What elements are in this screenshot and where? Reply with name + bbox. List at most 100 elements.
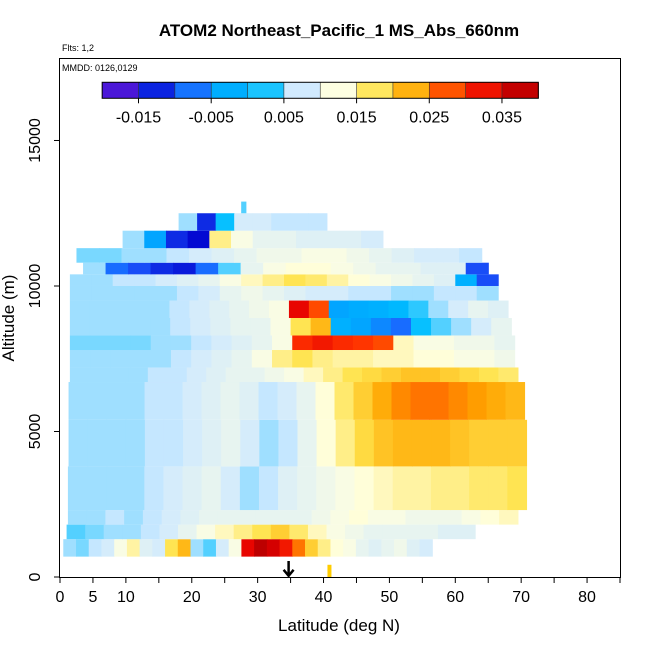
heatmap-cell	[91, 274, 114, 286]
heatmap-cell	[251, 335, 273, 351]
heatmap-cell	[461, 510, 481, 525]
heatmap-cell	[67, 510, 88, 525]
heatmap-cell	[307, 524, 328, 540]
heatmap-cell	[499, 510, 519, 525]
heatmap-cell	[373, 419, 394, 467]
heatmap-cell	[225, 367, 246, 383]
heatmap-cell	[335, 466, 356, 511]
heatmap-cell	[507, 419, 528, 467]
heatmap-cell	[228, 539, 242, 557]
heatmap-cell	[263, 262, 287, 275]
heatmap-cell	[163, 419, 184, 467]
heatmap-cell	[196, 524, 216, 540]
heatmap-cell	[219, 274, 242, 286]
heatmap-cell	[453, 335, 475, 351]
heatmap-cell	[128, 367, 149, 383]
heatmap-cell	[83, 262, 107, 275]
x-tick-label: 50	[381, 589, 399, 606]
heatmap-cell	[507, 466, 528, 511]
heatmap-cell	[459, 367, 480, 383]
heatmap-cell	[88, 539, 103, 557]
heatmap-cell	[190, 318, 211, 336]
heatmap-cell	[254, 539, 268, 557]
heatmap-cell	[312, 350, 334, 368]
colorbar-segment	[247, 82, 285, 99]
heatmap-cell	[121, 248, 145, 263]
heatmap-cell	[211, 335, 233, 351]
heatmap-cell	[448, 382, 469, 420]
heatmap-cell	[163, 466, 184, 511]
heatmap-cell	[144, 230, 167, 249]
heatmap-cell	[202, 419, 222, 467]
heatmap-cell	[233, 524, 253, 540]
heatmap-cell	[431, 318, 452, 336]
heatmap-cell	[398, 262, 422, 275]
y-axis-label: Altitude (m)	[0, 275, 18, 362]
heatmap-cell	[126, 539, 141, 557]
heatmap-cell	[308, 213, 328, 231]
flights-annotation: Flts: 1,2	[62, 43, 94, 53]
heatmap-cell	[150, 262, 174, 275]
heatmap-cell	[410, 318, 432, 336]
heatmap-cell	[187, 230, 210, 249]
heatmap-cell	[350, 318, 372, 336]
heatmap-cell	[289, 213, 309, 231]
heatmap-cell	[130, 318, 151, 336]
heatmap-cell	[469, 419, 489, 467]
heatmap-cell	[369, 248, 393, 263]
heatmap-cell	[455, 285, 478, 301]
heatmap-cell	[317, 539, 332, 557]
heatmap-cell	[186, 367, 207, 383]
heatmap-cell	[285, 262, 309, 275]
heatmap-cell	[130, 350, 152, 368]
x-tick-label: 30	[249, 589, 267, 606]
heatmap-cell	[220, 466, 241, 511]
heatmap-cell	[87, 466, 107, 511]
heatmap-cell	[388, 300, 410, 318]
heatmap-cell	[140, 524, 161, 540]
heatmap-cell	[252, 230, 275, 249]
heatmap-cell	[453, 350, 475, 368]
heatmap-cell	[323, 367, 344, 383]
heatmap-cell	[305, 274, 328, 286]
x-tick-label: 5	[88, 589, 97, 606]
heatmap-cell	[105, 510, 125, 525]
heatmap-cell	[255, 510, 275, 525]
heatmap-cell	[109, 300, 131, 318]
heatmap-cell	[106, 419, 127, 467]
heatmap-cell	[392, 466, 413, 511]
heatmap-cell	[155, 274, 178, 286]
heatmap-cell	[211, 248, 235, 263]
heatmap-cell	[98, 248, 123, 263]
heatmap-cell	[170, 318, 191, 336]
heatmap-cell	[264, 367, 285, 383]
heatmap-cell	[67, 466, 88, 511]
heatmap-cell	[269, 300, 290, 318]
heatmap-cell	[488, 419, 508, 467]
heatmap-cell	[218, 262, 242, 275]
heatmap-cell	[191, 335, 212, 351]
heatmap-cell	[393, 350, 415, 368]
heatmap-cell	[195, 262, 219, 275]
heatmap-cell	[343, 539, 357, 557]
heatmap-cell	[296, 382, 317, 420]
heatmap-cell	[424, 510, 444, 525]
heatmap-cell	[177, 524, 198, 540]
heatmap	[63, 201, 528, 557]
heatmap-cell	[101, 539, 115, 557]
heatmap-cell	[215, 213, 235, 231]
heatmap-cell	[91, 285, 114, 301]
colorbar-segment	[283, 82, 321, 99]
heatmap-cell	[390, 318, 412, 336]
heatmap-cell	[301, 248, 325, 263]
heatmap-cell	[391, 274, 414, 286]
heatmap-cell	[433, 335, 455, 351]
heatmap-cell	[66, 524, 86, 540]
heatmap-cell	[326, 524, 346, 540]
heatmap-cell	[69, 318, 91, 336]
heatmap-cell	[266, 539, 281, 557]
heatmap-cell	[155, 285, 178, 301]
heatmap-cell	[198, 285, 221, 301]
heatmap-cell	[274, 510, 294, 525]
heatmap-cell	[354, 466, 375, 511]
